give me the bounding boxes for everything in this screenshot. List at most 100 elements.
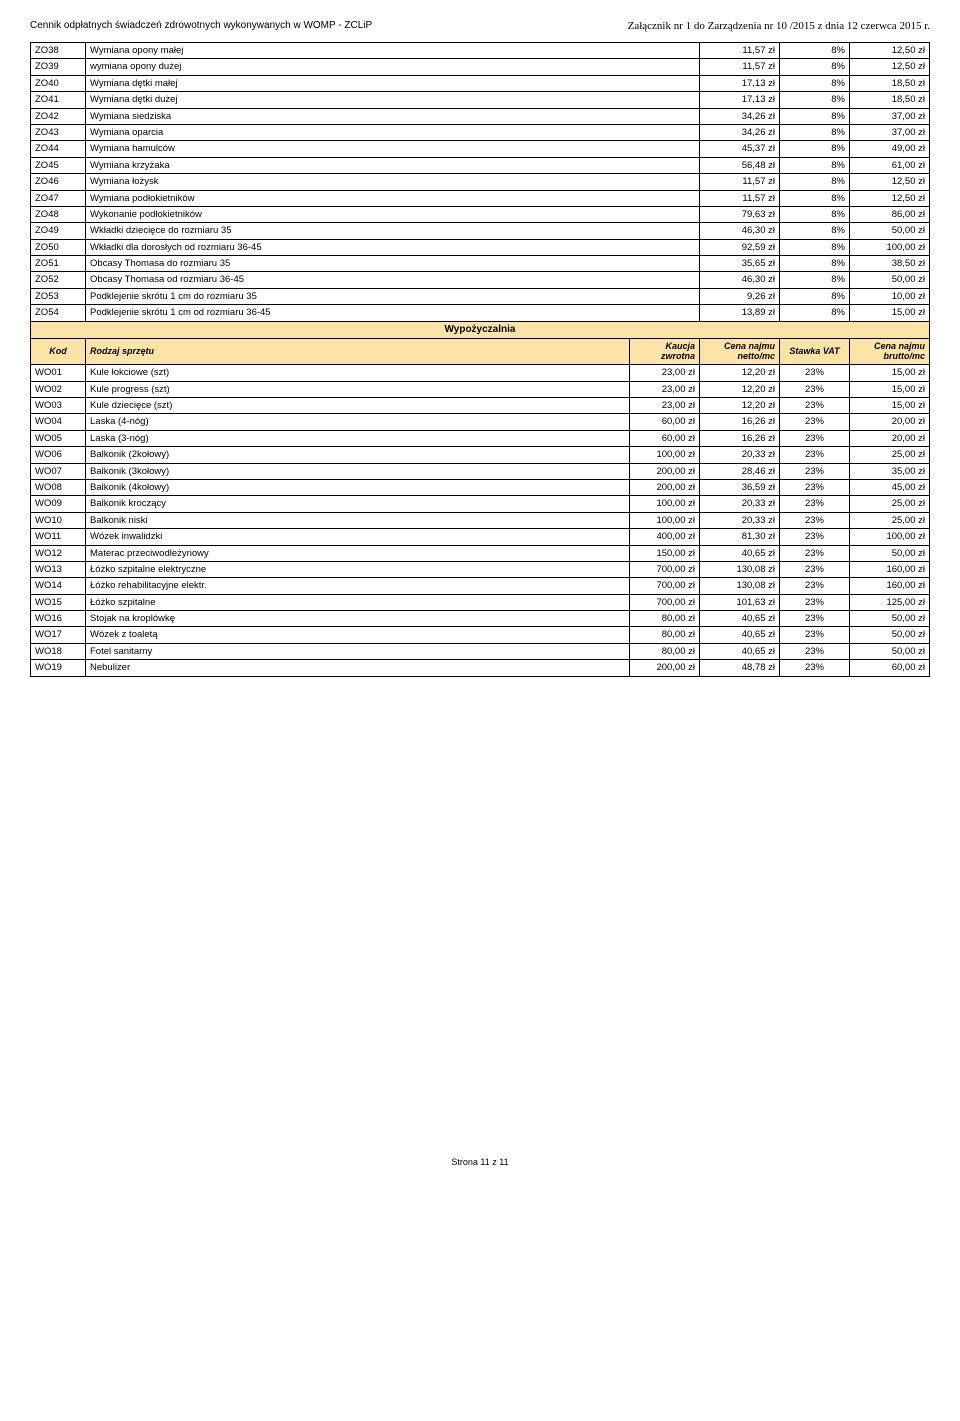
cell-val3: 12,50 zł: [850, 43, 930, 59]
cell-val2: 8%: [780, 305, 850, 321]
cell-vat: 23%: [780, 643, 850, 659]
cell-vat: 23%: [780, 512, 850, 528]
table-row: WO17Wózek z toaletą80,00 zł40,65 zł23%50…: [31, 627, 930, 643]
cell-desc: Wymiana krzyżaka: [86, 157, 700, 173]
cell-code: ZO38: [31, 43, 86, 59]
cell-desc: Laska (4-nóg): [86, 414, 630, 430]
cell-brutto: 160,00 zł: [850, 578, 930, 594]
cell-brutto: 25,00 zł: [850, 447, 930, 463]
cell-brutto: 15,00 zł: [850, 365, 930, 381]
cell-val3: 86,00 zł: [850, 206, 930, 222]
cell-brutto: 45,00 zł: [850, 479, 930, 495]
cell-netto: 40,65 zł: [700, 643, 780, 659]
cell-brutto: 15,00 zł: [850, 398, 930, 414]
cell-netto: 130,08 zł: [700, 561, 780, 577]
cell-kaucja: 700,00 zł: [630, 561, 700, 577]
cell-code: ZO43: [31, 124, 86, 140]
cell-desc: Wymiana oparcia: [86, 124, 700, 140]
cell-val2: 8%: [780, 272, 850, 288]
cell-val3: 12,50 zł: [850, 190, 930, 206]
cell-code: WO01: [31, 365, 86, 381]
cell-desc: Wymiana dętki małej: [86, 75, 700, 91]
cell-val2: 8%: [780, 256, 850, 272]
cell-val2: 8%: [780, 108, 850, 124]
cell-kaucja: 100,00 zł: [630, 447, 700, 463]
cell-vat: 23%: [780, 414, 850, 430]
cell-val2: 8%: [780, 141, 850, 157]
cell-brutto: 50,00 zł: [850, 545, 930, 561]
cell-val3: 12,50 zł: [850, 174, 930, 190]
table-row: WO08Balkonik (4kołowy)200,00 zł36,59 zł2…: [31, 479, 930, 495]
cell-brutto: 50,00 zł: [850, 627, 930, 643]
cell-desc: Kule dziecięce (szt): [86, 398, 630, 414]
cell-val3: 18,50 zł: [850, 92, 930, 108]
cell-val1: 79,63 zł: [700, 206, 780, 222]
table-row: ZO40Wymiana dętki małej17,13 zł8%18,50 z…: [31, 75, 930, 91]
cell-val1: 35,65 zł: [700, 256, 780, 272]
cell-code: ZO44: [31, 141, 86, 157]
cell-vat: 23%: [780, 529, 850, 545]
cell-code: WO13: [31, 561, 86, 577]
cell-desc: Wkładki dziecięce do rozmiaru 35: [86, 223, 700, 239]
page-header: Cennik odpłatnych świadczeń zdrowotnych …: [30, 20, 930, 32]
table-row: ZO38Wymiana opony małej11,57 zł8%12,50 z…: [31, 43, 930, 59]
cell-netto: 28,46 zł: [700, 463, 780, 479]
table-row: ZO44Wymiana hamulców45,37 zł8%49,00 zł: [31, 141, 930, 157]
cell-kaucja: 80,00 zł: [630, 627, 700, 643]
cell-kaucja: 23,00 zł: [630, 398, 700, 414]
cell-desc: Kule progress (szt): [86, 381, 630, 397]
cell-code: ZO54: [31, 305, 86, 321]
table-row: ZO47Wymiana podłokietników11,57 zł8%12,5…: [31, 190, 930, 206]
cell-val3: 18,50 zł: [850, 75, 930, 91]
cell-code: WO03: [31, 398, 86, 414]
cell-val3: 100,00 zł: [850, 239, 930, 255]
table-row: WO09Balkonik kroczący100,00 zł20,33 zł23…: [31, 496, 930, 512]
wypo-section-title: Wypożyczalnia: [31, 321, 930, 338]
table-row: WO12Materac przeciwodleżynowy150,00 zł40…: [31, 545, 930, 561]
cell-val1: 11,57 zł: [700, 174, 780, 190]
cell-code: WO14: [31, 578, 86, 594]
table-row: ZO49Wkładki dziecięce do rozmiaru 3546,3…: [31, 223, 930, 239]
header-kod: Kod: [31, 338, 86, 365]
cell-brutto: 20,00 zł: [850, 430, 930, 446]
cell-netto: 16,26 zł: [700, 414, 780, 430]
cell-val1: 9,26 zł: [700, 288, 780, 304]
cell-desc: Balkonik (3kołowy): [86, 463, 630, 479]
cell-val1: 46,30 zł: [700, 223, 780, 239]
table-row: WO13Łóżko szpitalne elektryczne700,00 zł…: [31, 561, 930, 577]
cell-val1: 34,26 zł: [700, 108, 780, 124]
header-right: Załącznik nr 1 do Zarządzenia nr 10 /201…: [628, 20, 930, 32]
header-brutto: Cena najmu brutto/mc: [850, 338, 930, 365]
cell-code: ZO49: [31, 223, 86, 239]
cell-kaucja: 23,00 zł: [630, 381, 700, 397]
cell-desc: Łóżko szpitalne elektryczne: [86, 561, 630, 577]
cell-code: ZO47: [31, 190, 86, 206]
cell-vat: 23%: [780, 545, 850, 561]
price-table: ZO38Wymiana opony małej11,57 zł8%12,50 z…: [30, 42, 930, 677]
cell-brutto: 60,00 zł: [850, 660, 930, 676]
table-row: WO16Stojak na kroplówkę80,00 zł40,65 zł2…: [31, 611, 930, 627]
cell-brutto: 50,00 zł: [850, 611, 930, 627]
cell-vat: 23%: [780, 365, 850, 381]
cell-val2: 8%: [780, 288, 850, 304]
table-row: WO06Balkonik (2kołowy)100,00 zł20,33 zł2…: [31, 447, 930, 463]
cell-code: WO09: [31, 496, 86, 512]
cell-code: WO12: [31, 545, 86, 561]
cell-netto: 40,65 zł: [700, 627, 780, 643]
cell-desc: Podklejenie skrótu 1 cm od rozmiaru 36-4…: [86, 305, 700, 321]
cell-netto: 12,20 zł: [700, 365, 780, 381]
cell-vat: 23%: [780, 578, 850, 594]
table-row: ZO51Obcasy Thomasa do rozmiaru 3535,65 z…: [31, 256, 930, 272]
cell-vat: 23%: [780, 381, 850, 397]
cell-desc: Laska (3-nóg): [86, 430, 630, 446]
cell-vat: 23%: [780, 479, 850, 495]
cell-desc: Materac przeciwodleżynowy: [86, 545, 630, 561]
cell-val2: 8%: [780, 223, 850, 239]
cell-kaucja: 400,00 zł: [630, 529, 700, 545]
cell-desc: Obcasy Thomasa od rozmiaru 36-45: [86, 272, 700, 288]
cell-desc: Balkonik (2kołowy): [86, 447, 630, 463]
cell-code: WO06: [31, 447, 86, 463]
cell-code: ZO42: [31, 108, 86, 124]
cell-val2: 8%: [780, 124, 850, 140]
cell-code: WO16: [31, 611, 86, 627]
